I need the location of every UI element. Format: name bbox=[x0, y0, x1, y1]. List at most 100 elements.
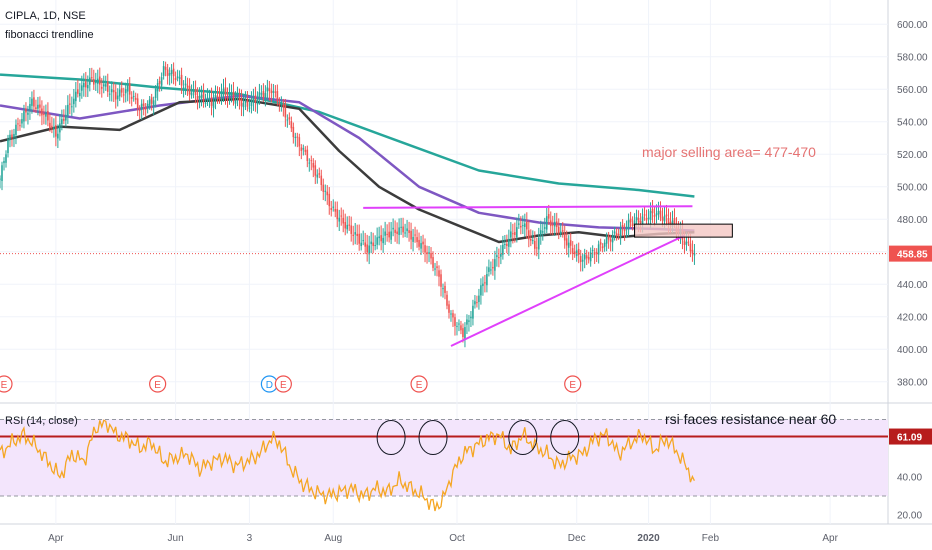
candle-body bbox=[484, 282, 486, 284]
candle-body bbox=[98, 76, 101, 85]
candle-body bbox=[260, 93, 263, 95]
candle-body bbox=[300, 147, 303, 151]
candle-body bbox=[643, 214, 646, 216]
time-tick-label: Oct bbox=[449, 533, 465, 544]
candle-body bbox=[47, 110, 49, 121]
rsi-tick-label: 40.00 bbox=[897, 472, 922, 483]
candle-body bbox=[601, 246, 604, 249]
symbol-title: CIPLA, 1D, NSE bbox=[5, 10, 86, 22]
candle-body bbox=[1, 165, 3, 181]
candle-body bbox=[212, 101, 215, 108]
candle-body bbox=[13, 134, 15, 138]
candle-body bbox=[394, 229, 396, 233]
candle-body bbox=[194, 88, 197, 96]
candle-body bbox=[21, 119, 23, 124]
candle-body bbox=[571, 248, 574, 254]
candle-body bbox=[514, 232, 516, 235]
candle-body bbox=[547, 214, 550, 219]
candle-body bbox=[37, 104, 39, 109]
candle-body bbox=[432, 257, 434, 268]
candle-body bbox=[326, 191, 329, 196]
selling-area-annotation: major selling area= 477-470 bbox=[642, 144, 816, 160]
candle-body bbox=[621, 224, 624, 227]
candle-body bbox=[627, 220, 630, 229]
time-tick-label: Apr bbox=[48, 533, 64, 544]
candle-body bbox=[338, 217, 341, 222]
candle-body bbox=[561, 230, 564, 232]
candle-body bbox=[324, 190, 327, 192]
candle-body bbox=[55, 125, 57, 137]
candle-body bbox=[104, 84, 107, 87]
candle-body bbox=[665, 214, 668, 217]
candle-body bbox=[346, 224, 349, 230]
rsi-resistance-label: 61.09 bbox=[897, 433, 922, 444]
candle-body bbox=[268, 88, 271, 91]
candle-body bbox=[87, 85, 89, 89]
candle-body bbox=[653, 215, 656, 217]
candle-body bbox=[545, 216, 548, 230]
candle-body bbox=[510, 231, 512, 238]
candle-body bbox=[7, 139, 9, 153]
candle-body bbox=[274, 91, 277, 93]
candle-body bbox=[458, 323, 460, 325]
candle-body bbox=[96, 78, 99, 84]
candle-body bbox=[555, 221, 558, 228]
price-tick-label: 380.00 bbox=[897, 377, 928, 388]
candle-body bbox=[176, 76, 179, 78]
candle-body bbox=[553, 221, 556, 227]
candle-body bbox=[691, 249, 694, 254]
candle-body bbox=[342, 217, 345, 224]
candle-body bbox=[79, 92, 81, 97]
time-tick-label: Aug bbox=[324, 533, 342, 544]
candle-body bbox=[376, 237, 378, 245]
candle-body bbox=[410, 230, 412, 240]
candle-body bbox=[516, 227, 518, 238]
candle-body bbox=[23, 111, 25, 122]
moving-average-line bbox=[0, 97, 695, 244]
trendline bbox=[363, 205, 693, 209]
candle-body bbox=[442, 288, 444, 290]
candle-body bbox=[90, 77, 93, 79]
candle-body bbox=[360, 242, 362, 247]
candle-body bbox=[532, 240, 534, 242]
event-marker bbox=[410, 375, 428, 393]
candle-body bbox=[170, 70, 173, 74]
candle-body bbox=[314, 165, 317, 176]
candle-body bbox=[502, 244, 504, 255]
candle-body bbox=[629, 218, 632, 223]
candle-body bbox=[320, 175, 323, 186]
candle-body bbox=[352, 234, 355, 236]
candle-body bbox=[214, 95, 217, 101]
candle-body bbox=[166, 69, 169, 76]
candle-body bbox=[226, 97, 229, 99]
candle-body bbox=[362, 240, 364, 242]
rsi-tick-label: 20.00 bbox=[897, 511, 922, 522]
candle-body bbox=[188, 86, 191, 95]
candle-body bbox=[160, 77, 163, 86]
candle-body bbox=[204, 102, 207, 104]
candle-body bbox=[559, 231, 562, 234]
candle-body bbox=[402, 226, 404, 233]
candle-body bbox=[71, 106, 73, 108]
event-marker-label: D bbox=[266, 380, 273, 391]
event-marker-label: E bbox=[1, 380, 8, 391]
candle-body bbox=[168, 73, 171, 76]
candle-body bbox=[468, 320, 470, 322]
candle-body bbox=[573, 251, 576, 255]
candle-body bbox=[390, 231, 392, 240]
candle-body bbox=[428, 252, 430, 254]
candle-body bbox=[476, 302, 478, 304]
candle-body bbox=[81, 85, 83, 91]
candle-body bbox=[216, 95, 219, 98]
candle-body bbox=[306, 149, 309, 162]
candle-body bbox=[579, 256, 582, 263]
candle-body bbox=[577, 248, 580, 256]
candle-body bbox=[565, 238, 568, 246]
candle-body bbox=[254, 95, 257, 102]
candle-body bbox=[282, 104, 285, 107]
candle-body bbox=[454, 317, 456, 326]
candle-body bbox=[232, 91, 235, 102]
candle-body bbox=[240, 98, 243, 107]
candle-body bbox=[340, 215, 343, 217]
